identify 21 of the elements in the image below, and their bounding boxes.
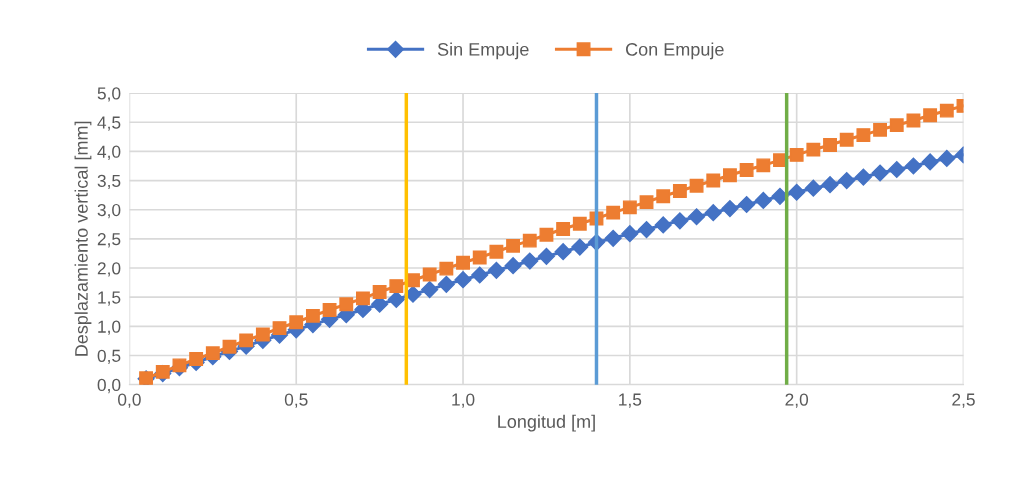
legend-label: Con Empuje — [626, 42, 724, 60]
x-tick-label: 0,5 — [284, 393, 308, 408]
y-tick-label: 4,5 — [97, 116, 121, 131]
y-tick-label: 3,0 — [97, 203, 121, 219]
x-tick-label: 1,0 — [452, 393, 475, 408]
y-axis-title: Desplazamiento vertical [mm] — [74, 121, 92, 356]
x-tick-label: 2,5 — [952, 393, 975, 408]
y-tick-label: 1,5 — [98, 291, 121, 306]
y-tick-label: 5,0 — [97, 87, 121, 102]
x-tick-label: 1,5 — [619, 393, 642, 408]
y-tick-label: 0,5 — [97, 349, 121, 365]
y-tick-label: 1,0 — [98, 320, 121, 335]
y-tick-label: 3,5 — [97, 174, 121, 190]
y-tick-label: 4,0 — [97, 145, 121, 160]
x-tick-label: 2,0 — [785, 393, 809, 408]
x-axis-title: Longitud [m] — [498, 414, 595, 432]
y-tick-label: 0,0 — [97, 378, 121, 394]
y-tick-label: 2,0 — [97, 262, 121, 277]
legend-label: Sin Empuje — [437, 42, 529, 60]
x-tick-label: 0,0 — [118, 393, 141, 408]
y-tick-label: 2,5 — [97, 233, 121, 248]
